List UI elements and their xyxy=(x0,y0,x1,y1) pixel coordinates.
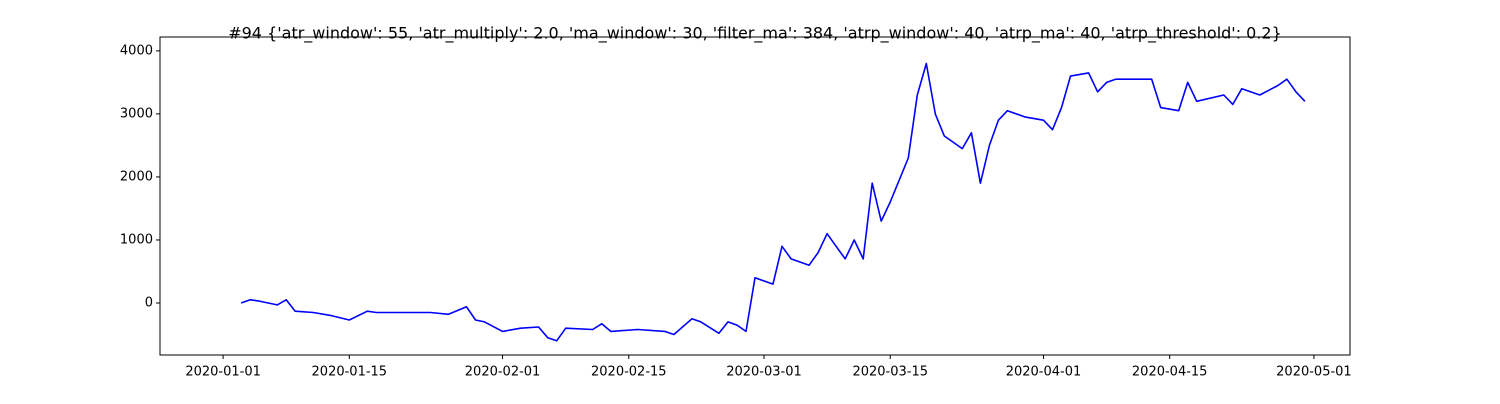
x-tick-label: 2020-04-01 xyxy=(1006,365,1082,380)
y-tick-label: 3000 xyxy=(120,106,153,121)
y-tick-label: 0 xyxy=(145,295,153,310)
x-tick-label: 2020-03-15 xyxy=(852,365,928,380)
x-tick-label: 2020-02-15 xyxy=(591,365,667,380)
x-tick-label: 2020-04-15 xyxy=(1132,365,1208,380)
chart-title: #94 {'atr_window': 55, 'atr_multiply': 2… xyxy=(228,24,1282,44)
x-tick-label: 2020-02-01 xyxy=(465,365,541,380)
y-tick-label: 1000 xyxy=(120,232,153,247)
y-tick-label: 4000 xyxy=(120,43,153,58)
plot-frame xyxy=(159,36,1351,356)
x-tick-label: 2020-03-01 xyxy=(726,365,802,380)
x-tick-label: 2020-01-01 xyxy=(185,365,261,380)
x-tick-label: 2020-05-01 xyxy=(1276,365,1352,380)
line-series xyxy=(240,62,1306,342)
x-tick-label: 2020-01-15 xyxy=(312,365,388,380)
y-tick-label: 2000 xyxy=(120,169,153,184)
